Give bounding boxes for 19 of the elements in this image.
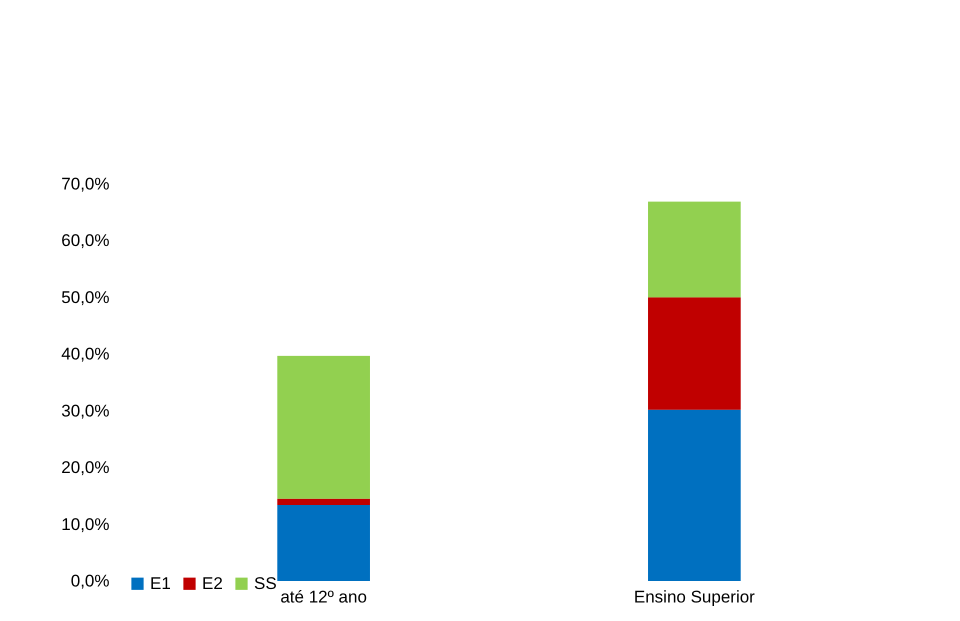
- x-tick-label: Ensino Superior: [634, 588, 756, 606]
- legend-label: E1: [150, 574, 171, 593]
- bar: [648, 297, 741, 410]
- bar: [277, 498, 370, 506]
- bar: [648, 202, 741, 298]
- x-tick-label: até 12º ano: [280, 588, 367, 606]
- y-tick-label: 70,0%: [61, 174, 110, 194]
- legend-label: SS: [254, 574, 277, 593]
- bar: [277, 505, 370, 581]
- y-tick-label: 0,0%: [70, 572, 110, 590]
- bar: [277, 356, 370, 499]
- y-tick-label: 60,0%: [61, 231, 110, 250]
- legend-label: E2: [202, 574, 223, 593]
- bar: [648, 410, 741, 581]
- y-tick-label: 30,0%: [61, 401, 110, 420]
- y-tick-label: 40,0%: [61, 344, 110, 364]
- y-tick-label: 20,0%: [61, 458, 110, 478]
- y-tick-label: 10,0%: [61, 514, 110, 534]
- y-tick-label: 50,0%: [61, 288, 110, 307]
